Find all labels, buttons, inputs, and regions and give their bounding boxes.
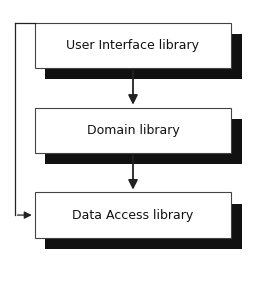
Bar bbox=[45, 119, 242, 164]
Text: Domain library: Domain library bbox=[87, 124, 179, 137]
Bar bbox=[35, 23, 231, 68]
Bar bbox=[35, 192, 231, 238]
Text: User Interface library: User Interface library bbox=[66, 39, 200, 52]
Text: Data Access library: Data Access library bbox=[72, 209, 194, 222]
Bar bbox=[35, 108, 231, 153]
Bar bbox=[45, 204, 242, 249]
Bar bbox=[45, 34, 242, 79]
